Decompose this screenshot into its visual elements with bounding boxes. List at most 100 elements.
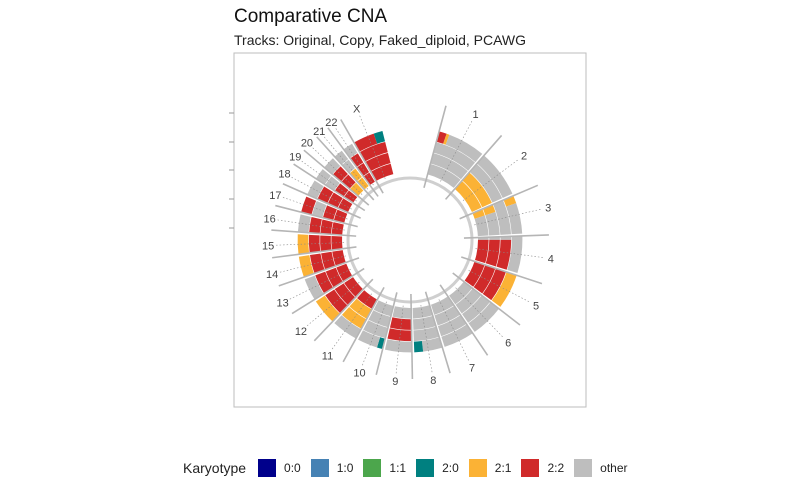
segment-chr14-track2 [309, 253, 325, 274]
segment-chr1-track2 [433, 142, 476, 171]
chromosome-label-4: 4 [548, 254, 554, 266]
chromosome-boundary-20 [303, 149, 370, 206]
chromosome-midline-16 [276, 219, 345, 231]
chromosome-midline-4 [475, 248, 544, 258]
chromosome-midline-X [359, 114, 386, 179]
inner-reference-circle [346, 176, 474, 304]
chromosome-boundary-12 [313, 278, 374, 342]
segment-chr14-track0 [332, 250, 346, 266]
legend-title: Karyotype [183, 460, 247, 476]
chromosome-midline-18 [290, 176, 352, 210]
ring-layer [297, 131, 523, 353]
segment-chr2-track1 [462, 172, 492, 208]
chromosome-midline-5 [468, 270, 530, 303]
segment-chr11-track3 [334, 315, 362, 339]
legend-label: 2:0 [442, 461, 459, 475]
chromosome-boundary-9 [410, 293, 414, 379]
chromosome-label-20: 20 [301, 137, 313, 149]
legend-item: 2:1 [468, 459, 511, 477]
chromosome-midline-7 [438, 299, 470, 362]
legend-item: 2:0 [416, 459, 459, 477]
legend-label: 2:2 [547, 461, 565, 475]
segment-chr10-track3 [358, 330, 381, 348]
segment-chr3-track0 [474, 215, 489, 237]
segment-chr16-track0 [331, 222, 344, 236]
chromosome-boundary-21 [316, 136, 375, 201]
segment-chr3-track3 [503, 195, 517, 207]
segment-chr3-track1 [485, 212, 500, 236]
segment-chr1-track0 [427, 164, 461, 188]
chromosome-midline-15 [275, 242, 345, 246]
chart-subtitle: Tracks: Original, Copy, Faked_diploid, P… [234, 32, 527, 48]
segment-chrX-track3 [373, 131, 386, 144]
chromosome-boundary-2 [444, 134, 503, 200]
chromosome-midline-22 [334, 127, 374, 186]
chromosome-boundary-3 [459, 184, 539, 220]
legend-item: 2:2 [521, 459, 564, 477]
chromosome-label-9: 9 [392, 376, 398, 388]
segment-chr15-track3 [297, 234, 310, 255]
segment-chr9-track2 [387, 328, 412, 342]
legend-item: 0:0 [258, 459, 301, 477]
segment-chr7-track1 [434, 305, 461, 326]
legend-swatch [416, 459, 435, 477]
segment-chr22-track2 [350, 153, 364, 167]
chromosome-label-15: 15 [262, 240, 274, 252]
legend-swatch [310, 459, 329, 477]
legend-item: 1:0 [310, 459, 354, 477]
segment-chr11-track2 [341, 306, 367, 329]
segment-chr10-track2 [363, 320, 388, 339]
segment-chr4-track2 [496, 239, 512, 270]
legend-item: 1:1 [363, 459, 406, 477]
chromosome-boundary-22 [327, 127, 379, 197]
chromosome-midline-6 [455, 287, 504, 338]
legend-swatch [574, 459, 593, 477]
chromosome-midline-14 [278, 255, 347, 273]
chromosome-midline-9 [395, 305, 404, 375]
chromosome-label-22: 22 [325, 117, 337, 129]
chromosome-label-19: 19 [289, 151, 301, 163]
segment-chr17-track3 [301, 196, 317, 215]
chromosome-boundary-14 [278, 257, 360, 287]
chromosome-midline-17 [281, 196, 348, 220]
segment-chr10-track1 [368, 310, 391, 328]
chromosome-boundary-16 [271, 229, 357, 237]
chromosome-label-13: 13 [276, 298, 288, 310]
segment-chrX-track0 [370, 163, 394, 182]
chromosome-midline-13 [288, 268, 351, 300]
chromosome-label-8: 8 [430, 375, 436, 387]
legend-label: 1:0 [336, 461, 354, 475]
segment-chr14-track1 [321, 251, 336, 270]
chromosome-midline-10 [361, 301, 387, 367]
legend-label: 1:1 [389, 461, 407, 475]
chromosome-midline-8 [420, 305, 433, 374]
legend-item: other [574, 459, 628, 477]
chromosome-label-14: 14 [266, 269, 278, 281]
segment-chr8-track1 [413, 315, 436, 330]
chromosome-label-18: 18 [278, 169, 290, 181]
segment-chr3-track2 [493, 200, 511, 235]
chromosome-label-1: 1 [473, 109, 479, 121]
segment-chr8-track0 [412, 305, 433, 319]
segment-chrX-track2 [359, 141, 388, 162]
chromosome-boundary-17 [275, 204, 358, 228]
segment-chr18-track3 [307, 180, 324, 199]
chromosome-midline-1 [440, 120, 473, 182]
segment-chr1-track3 [443, 133, 450, 145]
segment-chr21-track3 [334, 150, 349, 165]
chromosome-boundary-1 [423, 105, 447, 189]
segment-chr12-track2 [325, 289, 348, 314]
chromosome-label-5: 5 [533, 300, 539, 312]
segment-chr5-track2 [482, 268, 507, 301]
segment-chr4-track0 [474, 239, 489, 264]
segment-chr1-track3 [445, 134, 483, 163]
segment-chrX-track3 [354, 133, 378, 152]
chromosome-midline-20 [311, 146, 363, 195]
segment-chr1-track1 [430, 153, 468, 180]
chromosome-label-6: 6 [505, 338, 511, 350]
chromosome-label-11: 11 [322, 351, 333, 363]
segment-chr7-track3 [441, 324, 473, 347]
chromosome-midline-21 [323, 136, 369, 190]
chromosome-midline-19 [300, 160, 357, 202]
chromosome-label-X: X [353, 103, 361, 115]
